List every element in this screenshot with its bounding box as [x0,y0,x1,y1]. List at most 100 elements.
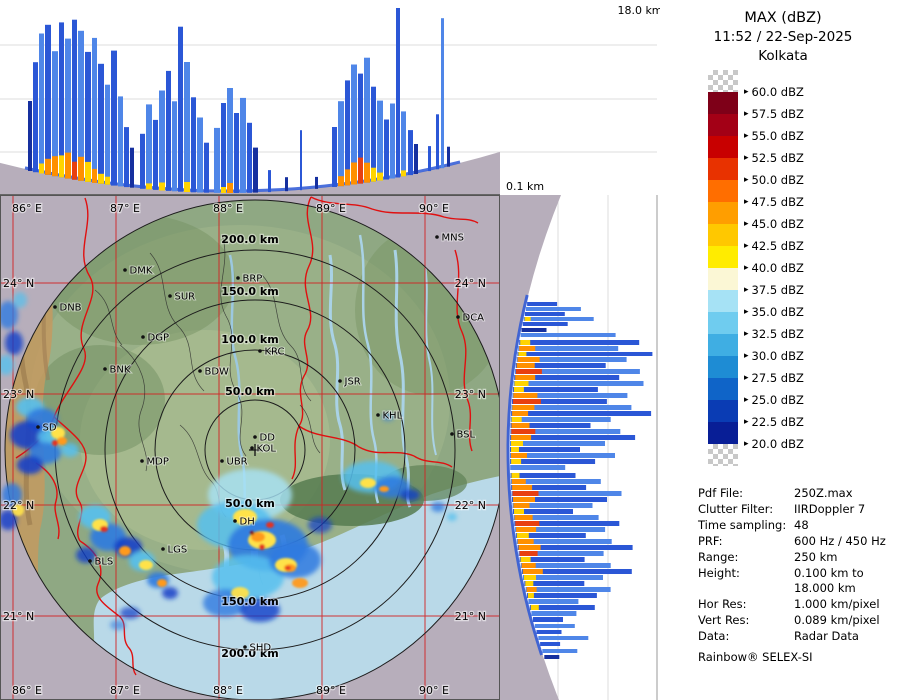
station-label: BSL [457,430,476,441]
lat-label: 21° N [3,610,34,623]
echo-row [510,441,605,446]
legend-label: ▸ 40.0 dBZ [744,260,804,275]
legend-label: ▸ 57.5 dBZ [744,106,804,121]
echo-core [520,557,531,562]
echo-column [268,170,271,193]
station-dot [141,335,145,339]
echo-core [65,152,71,179]
ring-distance-label: 200.0 km [221,647,278,660]
echo-column [351,64,357,185]
radar-echo [0,510,17,530]
height-max-label: 18.0 km [617,4,660,17]
echo-row [533,617,563,622]
echo-core [524,575,536,580]
echo-core [512,491,539,496]
echo-core [522,569,543,574]
echo-core [514,381,529,386]
info-row: Clutter Filter: IIRDoppler 7 [698,502,904,517]
echo-core [514,509,524,514]
echo-core [515,521,540,526]
echo-row [513,515,599,520]
echo-row [517,545,633,550]
legend-label: ▸ 27.5 dBZ [744,370,804,385]
echo-core [516,533,529,538]
legend-label: ▸ 25.0 dBZ [744,392,804,407]
river [424,264,437,456]
info-value: 48 [794,518,809,532]
echo-column [371,86,376,182]
station-dot [456,315,460,319]
echo-core [39,163,44,174]
echo-row [510,435,636,440]
info-value: 600 Hz / 450 Hz [794,534,886,548]
echo-column [364,57,370,183]
info-row: Vert Res: 0.089 km/pixel [698,613,904,628]
legend-label: ▸ 35.0 dBZ [744,304,804,319]
echo-core [512,485,533,490]
radar-echo [231,587,249,599]
echo-core [358,157,363,184]
echo-row [511,491,622,496]
echo-core [513,393,538,398]
height-origin-label: 0.1 km [506,180,544,193]
echo-row [521,328,547,332]
station-dot [338,379,342,383]
legend-sidebar: MAX (dBZ) 11:52 / 22-Sep-2025 Kolkata ▸ 6… [660,0,906,700]
echo-core [85,161,91,182]
radar-echo [57,437,67,445]
radar-echo [285,566,291,570]
echo-column [59,22,64,178]
echo-core [518,352,527,356]
echo-row [510,429,621,434]
echo-core [513,387,524,392]
legend-label-text: 30.0 dBZ [751,348,804,363]
echo-row [511,399,607,404]
radar-echo [52,440,58,446]
legend-color-box [708,180,738,202]
echo-column [204,142,209,193]
echo-core [524,317,531,321]
echo-column [234,113,239,193]
info-key: Data: [698,629,730,643]
echo-core [511,479,526,484]
echo-core [511,417,522,422]
info-key: Time sampling: [698,518,787,532]
station-label: BRP [243,274,263,285]
station-label: DCA [463,313,485,324]
station-dot [53,305,57,309]
echo-row [522,322,568,326]
legend-label: ▸ 47.5 dBZ [744,194,804,209]
radar-echo [17,456,43,474]
echo-core [521,563,536,568]
station-label: MDP [147,457,169,468]
echo-row [511,405,632,410]
echo-row [519,340,640,345]
echo-core [512,399,541,404]
echo-row [510,453,615,458]
echo-column [441,18,444,169]
radar-site-name: Kolkata [758,48,808,64]
echo-core [518,545,541,550]
echo-column [92,37,97,183]
legend-label: ▸ 52.5 dBZ [744,150,804,165]
echo-core [513,503,530,508]
info-key: Vert Res: [698,613,750,627]
district-line [220,234,247,457]
radar-echo [269,542,321,578]
echo-core [184,182,190,192]
range-ring-250 [4,199,500,700]
echo-core-layer [12,427,389,599]
station-label: JSR [344,377,361,388]
legend-color-box [708,356,738,378]
info-row: Range: 250 km [698,550,904,565]
lat-label: 23° N [455,388,486,401]
station-dot [236,276,240,280]
echo-column [384,119,389,180]
lat-label: 22° N [3,499,34,512]
echo-core [512,405,535,410]
echo-row [528,599,579,604]
echo-core [511,453,527,458]
info-value: 250Z.max [794,486,853,500]
echo-row [520,333,616,337]
echo-row [515,533,586,538]
